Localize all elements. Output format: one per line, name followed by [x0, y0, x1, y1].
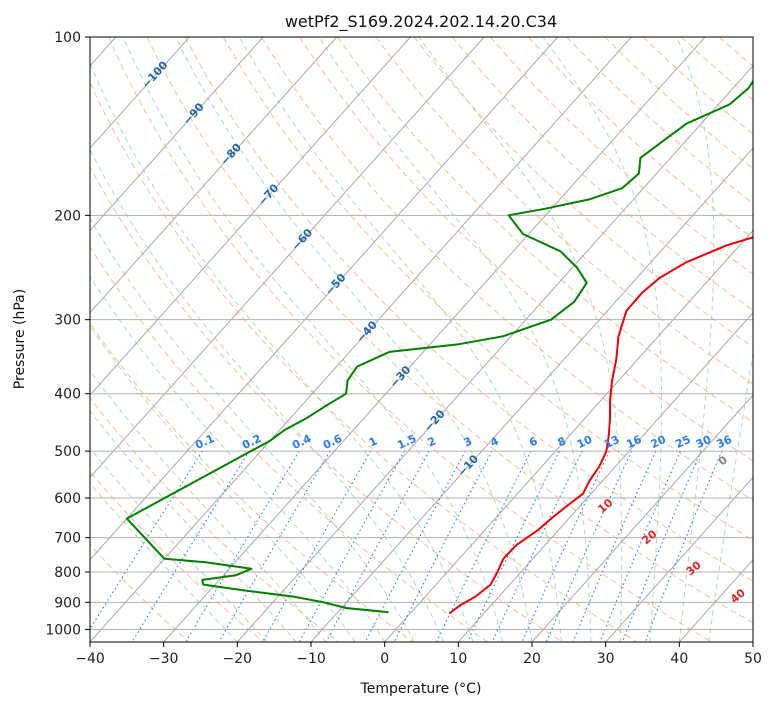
isotherm-line [90, 37, 485, 479]
dewpoint-profile-line [125, 79, 753, 614]
isotherm-line [384, 229, 753, 642]
moist-adiabat-line [239, 37, 562, 642]
mixing-ratio-line [218, 450, 331, 642]
dry-adiabat-line [758, 37, 775, 642]
x-tick-label: −10 [296, 651, 326, 667]
dry-adiabat-line [375, 37, 753, 385]
temperature-profile-line [448, 236, 753, 615]
y-tick-label: 200 [54, 208, 81, 224]
axis-ticks: −40 −30 −20 −10 0 10 20 30 40 50 100 200 300 400 500 60… [45, 30, 762, 667]
moist-adiabat-line [90, 410, 297, 642]
moist-adiabat-line [90, 447, 268, 642]
mixing-ratio-line [435, 450, 532, 642]
isotherm-line [752, 641, 753, 642]
x-tick-label: 40 [670, 651, 688, 667]
y-tick-label: 900 [54, 595, 81, 611]
y-tick-label: 300 [54, 313, 81, 329]
mixing-ratio-line [491, 450, 583, 642]
mixing-ratio-line [466, 450, 560, 642]
x-tick-label: 20 [523, 651, 541, 667]
x-tick-label: 10 [449, 651, 467, 667]
mixing-ratio-label: 30 [694, 433, 714, 451]
moist-adiabat-line [90, 482, 238, 642]
x-tick-label: 0 [380, 651, 389, 667]
mixing-ratio-line [131, 450, 250, 642]
dry-adiabat-line [108, 37, 712, 642]
y-tick-label: 600 [54, 491, 81, 507]
mixing-ratio-line [185, 450, 300, 642]
moist-adiabat-line [708, 349, 753, 642]
moist-adiabat-line [90, 275, 386, 642]
y-tick-label: 500 [54, 444, 81, 460]
moist-adiabat-line [90, 148, 445, 642]
mixing-ratio-line [393, 450, 493, 642]
isotherm-line [90, 37, 411, 396]
isotherm-line [90, 37, 632, 642]
plot-frame [89, 36, 754, 643]
mixing-ratio-line [90, 450, 203, 630]
mixing-ratio-line [621, 450, 702, 642]
moist-adiabat-line [542, 37, 663, 642]
y-tick-label: 100 [54, 30, 81, 46]
moist-adiabat-line [175, 37, 533, 642]
x-tick-label: −40 [75, 651, 105, 667]
dry-adiabat-line [90, 81, 638, 642]
x-tick-label: 30 [597, 651, 615, 667]
moist-adiabat-line [676, 37, 715, 642]
isotherm-line [90, 37, 338, 314]
dry-adiabat-line [146, 37, 753, 624]
dry-adiabat-line [90, 544, 190, 642]
pressure-gridlines [90, 37, 753, 630]
isotherm-line [457, 312, 753, 642]
moist-adiabat-line [90, 217, 415, 642]
isotherm-line [90, 37, 559, 561]
moist-adiabat-line [318, 37, 592, 642]
dry-adiabat-line [337, 37, 753, 423]
isotherm-line [605, 476, 753, 642]
y-tick-label: 400 [54, 387, 81, 403]
isotherm-line [163, 37, 706, 642]
x-tick-label: 50 [744, 651, 762, 667]
y-tick-label: 1000 [45, 622, 81, 638]
profile-lines [125, 79, 753, 615]
x-axis-title: Temperature (°C) [360, 681, 482, 697]
mixing-ratio-label: 36 [715, 433, 735, 451]
dry-adiabat-line [90, 166, 563, 642]
isotherm-line [236, 65, 753, 642]
y-tick-label: 700 [54, 531, 81, 547]
y-tick-label: 800 [54, 565, 81, 581]
dry-adiabat-line [299, 37, 753, 462]
mixing-ratio-label: 16 [624, 433, 644, 451]
x-tick-label: −20 [223, 651, 253, 667]
mixing-ratio-label: 20 [649, 433, 669, 451]
moist-adiabat-line [418, 37, 623, 642]
mixing-ratio-label: 25 [673, 433, 692, 451]
dry-adiabat-line [184, 37, 753, 582]
y-axis-title: Pressure (hPa) [12, 289, 28, 389]
x-tick-label: −30 [149, 651, 179, 667]
isotherm-line [531, 394, 753, 642]
dry-adiabat-line [90, 245, 488, 642]
isotherm-line [90, 37, 190, 149]
mixing-ratio-label: 10 [575, 433, 595, 451]
mixing-ratio-line [325, 450, 430, 642]
moist-adiabat-line [90, 61, 474, 642]
isotherm-line [90, 37, 264, 232]
chart-title: wetPf2_S169.2024.202.14.20.C34 [285, 12, 557, 32]
mixing-ratio-line [364, 450, 466, 642]
mixing-ratio-line [599, 450, 682, 642]
mixing-ratio-line [298, 450, 405, 642]
isotherm-line [310, 147, 753, 642]
reference-lines [90, 37, 775, 642]
mixing-ratio-line [262, 450, 372, 642]
mixing-ratio-line [644, 450, 723, 642]
mixing-ratio-label: 13 [602, 433, 621, 451]
